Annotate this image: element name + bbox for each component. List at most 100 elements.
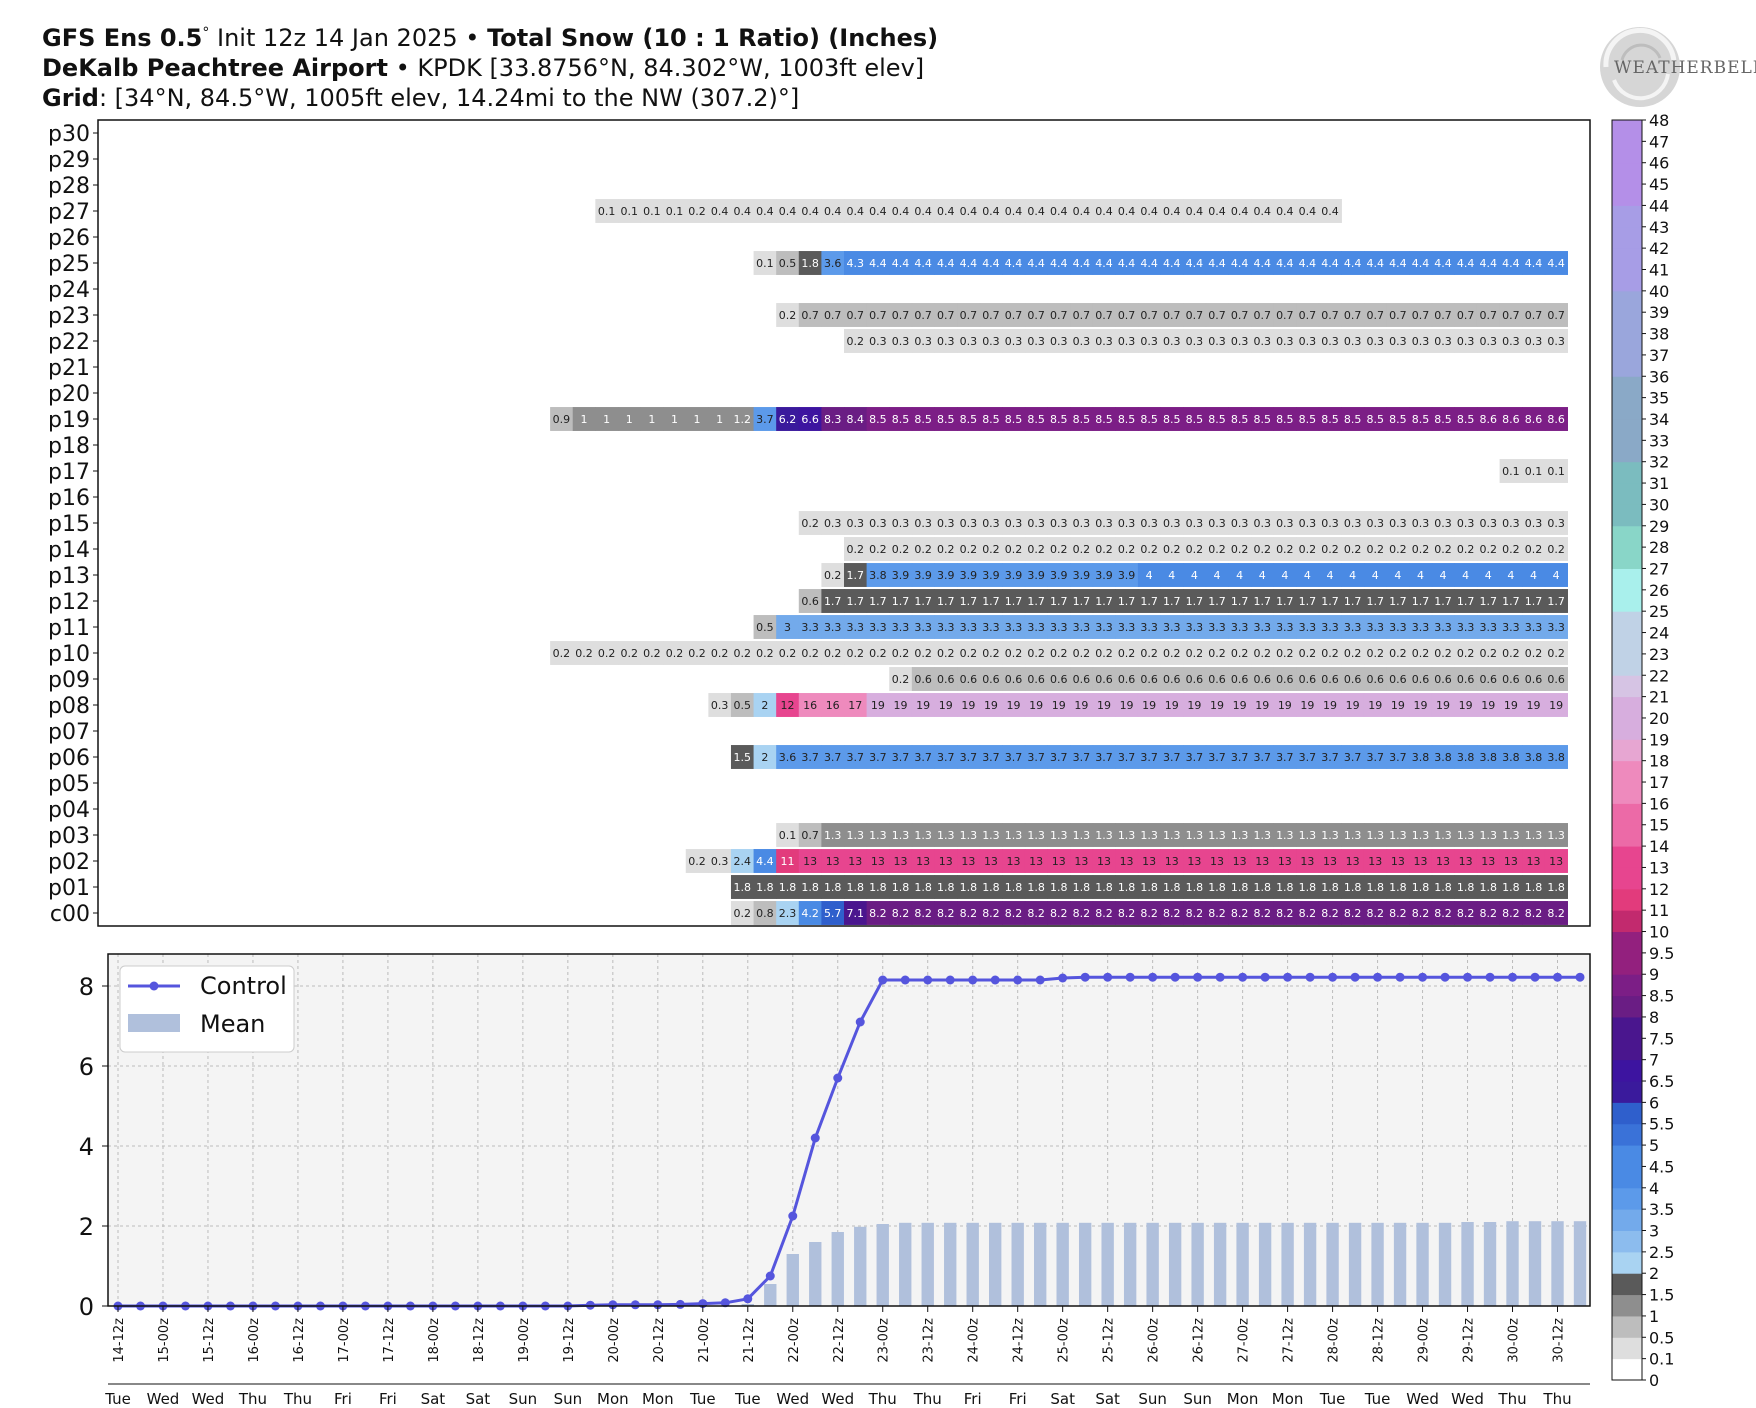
row-label: c00 bbox=[50, 902, 90, 927]
cell-label: 1.7 bbox=[960, 595, 978, 608]
heatmap-cell bbox=[957, 511, 981, 535]
heatmap-cell bbox=[1183, 407, 1207, 431]
heatmap-cell bbox=[1205, 745, 1229, 769]
heatmap-cell bbox=[1409, 615, 1433, 639]
heatmap-cell bbox=[1205, 693, 1229, 717]
heatmap-cell bbox=[1160, 667, 1184, 691]
heatmap-cell bbox=[821, 875, 845, 899]
cell-label: 13 bbox=[1255, 855, 1269, 868]
heatmap-cell bbox=[889, 849, 913, 873]
heatmap-cell bbox=[1409, 537, 1433, 561]
control-point bbox=[1035, 975, 1045, 985]
cell-label: 1.8 bbox=[801, 881, 819, 894]
cell-label: 4 bbox=[1462, 569, 1469, 582]
colorbar-label: 15 bbox=[1649, 816, 1669, 835]
cell-label: 0.3 bbox=[1344, 517, 1362, 530]
colorbar-segment bbox=[1612, 846, 1642, 868]
row-label: p19 bbox=[48, 408, 90, 433]
cell-label: 0.7 bbox=[937, 309, 955, 322]
heatmap-cell bbox=[1431, 901, 1455, 925]
heatmap-cell bbox=[889, 537, 913, 561]
cell-label: 0.4 bbox=[1118, 205, 1136, 218]
heatmap-cell bbox=[1522, 667, 1546, 691]
row-label: p20 bbox=[48, 382, 90, 407]
cell-label: 0.3 bbox=[960, 335, 978, 348]
heatmap-cell bbox=[1544, 329, 1568, 353]
colorbar-segment bbox=[1612, 632, 1642, 655]
heatmap-cell bbox=[866, 407, 890, 431]
heatmap-cell bbox=[595, 641, 619, 665]
cell-label: 0.7 bbox=[1253, 309, 1271, 322]
x-tick-label: 26-00z bbox=[1147, 1318, 1162, 1363]
heatmap-cell bbox=[1431, 537, 1455, 561]
heatmap-cell bbox=[957, 407, 981, 431]
mean-bar bbox=[854, 1226, 867, 1306]
cell-label: 3.7 bbox=[869, 751, 887, 764]
heatmap-cell bbox=[1476, 745, 1501, 769]
cell-label: 8.2 bbox=[1299, 907, 1317, 920]
heatmap-cell bbox=[1363, 563, 1388, 587]
cell-label: 0.2 bbox=[1163, 543, 1181, 556]
heatmap-cell bbox=[1047, 303, 1071, 327]
colorbar-segment bbox=[1612, 504, 1642, 527]
heatmap-cell bbox=[1024, 329, 1049, 353]
cell-label: 0.2 bbox=[1140, 647, 1158, 660]
heatmap-cell bbox=[1499, 407, 1523, 431]
heatmap-cell bbox=[1002, 615, 1026, 639]
heatmap-cell bbox=[798, 875, 822, 899]
row-label: p05 bbox=[48, 772, 90, 797]
heatmap-cell bbox=[1476, 303, 1501, 327]
heatmap-cell bbox=[1341, 823, 1365, 847]
heatmap-cell bbox=[934, 875, 958, 899]
heatmap-cell bbox=[1047, 901, 1071, 925]
day-label: Sun bbox=[554, 1390, 583, 1408]
colorbar-label: 47 bbox=[1649, 132, 1669, 151]
heatmap-cell bbox=[866, 303, 890, 327]
heatmap-cell bbox=[1228, 589, 1252, 613]
day-label: Mon bbox=[642, 1390, 674, 1408]
cell-label: 3.3 bbox=[1118, 621, 1136, 634]
heatmap-cell bbox=[1160, 199, 1184, 223]
colorbar-segment bbox=[1612, 1038, 1642, 1061]
colorbar-segment bbox=[1612, 461, 1642, 484]
cell-label: 0.2 bbox=[1434, 543, 1452, 556]
colorbar-label: 13 bbox=[1649, 858, 1669, 877]
cell-label: 8.2 bbox=[1186, 907, 1204, 920]
heatmap-cell bbox=[934, 511, 958, 535]
cell-label: 3.3 bbox=[1005, 621, 1023, 634]
cell-label: 19 bbox=[939, 699, 953, 712]
heatmap-cell bbox=[1522, 303, 1546, 327]
control-point bbox=[1305, 972, 1315, 982]
heatmap-cell bbox=[1183, 563, 1207, 587]
control-point bbox=[923, 975, 933, 985]
heatmap-cell bbox=[1409, 875, 1433, 899]
colorbar-label: 6 bbox=[1649, 1093, 1659, 1112]
cell-label: 3.7 bbox=[1321, 751, 1339, 764]
heatmap-cell bbox=[1431, 511, 1455, 535]
colorbar-segment bbox=[1612, 974, 1642, 997]
site-info: • KPDK [33.8756°N, 84.302°W, 1003ft elev… bbox=[387, 54, 925, 82]
heatmap-cell bbox=[685, 407, 709, 431]
cell-label: 1.3 bbox=[1163, 829, 1181, 842]
cell-label: 1.8 bbox=[1434, 881, 1452, 894]
cell-label: 4.4 bbox=[1344, 257, 1362, 270]
cell-label: 4.4 bbox=[1231, 257, 1249, 270]
control-point bbox=[1215, 972, 1225, 982]
cell-label: 8.2 bbox=[1118, 907, 1136, 920]
heatmap-cell bbox=[1273, 563, 1297, 587]
heatmap-cell bbox=[934, 251, 958, 275]
day-label: Wed bbox=[147, 1390, 180, 1408]
control-point bbox=[1058, 973, 1068, 983]
heatmap-cell bbox=[1544, 303, 1568, 327]
heatmap-cell bbox=[1476, 537, 1501, 561]
heatmap-cell bbox=[1183, 875, 1207, 899]
colorbar-segment bbox=[1612, 547, 1642, 569]
heatmap-cell bbox=[911, 641, 936, 665]
cell-label: 1.7 bbox=[1186, 595, 1204, 608]
cell-label: 8.5 bbox=[1005, 413, 1023, 426]
mean-bar bbox=[1191, 1222, 1204, 1306]
cell-label: 6.2 bbox=[779, 413, 797, 426]
cell-label: 3.9 bbox=[1118, 569, 1136, 582]
control-point bbox=[1328, 972, 1338, 982]
cell-label: 0.2 bbox=[1118, 647, 1136, 660]
